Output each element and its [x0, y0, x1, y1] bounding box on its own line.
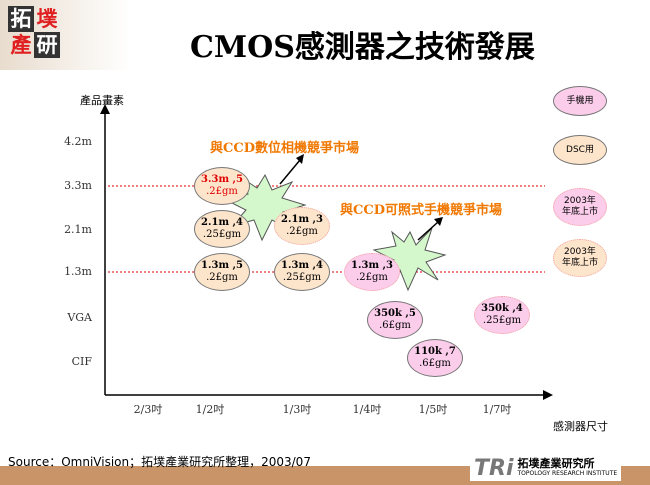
tri-name-cn: 拓墣產業研究所	[517, 456, 595, 470]
y-tick: VGA	[67, 311, 92, 324]
starburst-phone	[372, 227, 447, 292]
legend-phone-2003: 2003年 年底上市	[553, 188, 607, 226]
tri-logo: TRi 拓墣產業研究所 TOPOLOGY RESEARCH INSTITUTE	[470, 456, 622, 481]
bubble-line1: 1.3m ,5	[201, 260, 243, 271]
y-tick: 3.3m	[64, 179, 92, 192]
bubble-line2: .25£gm	[282, 272, 322, 283]
data-bubble: 3.3m ,5.2£gm	[194, 167, 250, 205]
y-axis-arrow	[100, 104, 110, 114]
data-bubble: 1.3m ,5.2£gm	[194, 253, 250, 291]
bubble-line1: 350k ,5	[374, 308, 416, 319]
arrow-head	[296, 154, 304, 164]
logo-char: 研	[34, 32, 60, 58]
legend-dsc: DSC用	[553, 135, 607, 165]
bubble-line1: 1.3m ,4	[281, 260, 323, 271]
bubble-line2: .6£gm	[419, 358, 451, 369]
source-note: Source：OmniVision；拓墣產業研究所整理，2003/07	[8, 455, 311, 469]
annotation-phone-market: 與CCD可照式手機競爭市場	[340, 203, 502, 218]
x-tick: 1/2吋	[195, 403, 225, 416]
data-bubble: 350k ,5.6£gm	[367, 301, 423, 339]
annotation-dsc-market: 與CCD數位相機競爭市場	[210, 141, 359, 156]
data-bubble: 1.3m ,4.25£gm	[274, 253, 330, 291]
page-title: CMOS感測器之技術發展	[190, 30, 535, 65]
logo-char: 墣	[36, 7, 58, 31]
data-bubble: 1.3m ,3.2£gm	[344, 253, 400, 291]
logo-char: 拓	[8, 6, 34, 32]
arrow-head	[434, 217, 443, 226]
y-tick: 1.3m	[64, 265, 92, 278]
data-bubble: 350k ,4.25£gm	[474, 296, 530, 334]
bubble-line2: .25£gm	[202, 229, 242, 240]
y-axis-label: 產品畫素	[80, 94, 124, 107]
bubble-line2: .25£gm	[482, 315, 522, 326]
arrow-phone	[417, 221, 439, 241]
x-axis-label: 感測器尺寸	[553, 420, 608, 433]
y-tick: 4.2m	[64, 135, 92, 148]
tri-logo-mark: TRi	[474, 456, 514, 481]
logo: 拓 墣 產 研	[8, 6, 60, 58]
bubble-line2: .2£gm	[286, 226, 318, 237]
bubble-line1: 350k ,4	[481, 303, 523, 314]
y-tick: 2.1m	[64, 223, 92, 236]
data-bubble: 2.1m ,4.25£gm	[194, 210, 250, 248]
legend-dsc-2003: 2003年 年底上市	[553, 239, 607, 277]
x-axis-arrow	[543, 390, 553, 400]
x-tick: 1/7吋	[482, 403, 512, 416]
bubble-line1: 2.1m ,3	[281, 214, 323, 225]
x-tick: 2/3吋	[133, 403, 163, 416]
bubble-line2: .2£gm	[206, 272, 238, 283]
data-bubble: 110k ,7.6£gm	[407, 339, 463, 377]
x-tick: 1/4吋	[352, 403, 382, 416]
x-tick: 1/5吋	[418, 403, 448, 416]
x-tick: 1/3吋	[282, 403, 312, 416]
y-tick: CIF	[71, 355, 92, 368]
bubble-line1: 2.1m ,4	[201, 217, 243, 228]
arrow-dsc	[279, 159, 301, 185]
bubble-line1: 3.3m ,5	[201, 174, 243, 185]
bubble-line1: 110k ,7	[414, 346, 456, 357]
data-bubble: 2.1m ,3.2£gm	[274, 207, 330, 245]
legend-phone: 手機用	[553, 86, 607, 116]
bubble-line1: 1.3m ,3	[351, 260, 393, 271]
tri-name-en: TOPOLOGY RESEARCH INSTITUTE	[517, 469, 618, 477]
logo-char: 產	[10, 33, 32, 57]
bubble-line2: .2£gm	[356, 272, 388, 283]
bubble-line2: .2£gm	[206, 186, 238, 197]
bubble-line2: .6£gm	[379, 320, 411, 331]
